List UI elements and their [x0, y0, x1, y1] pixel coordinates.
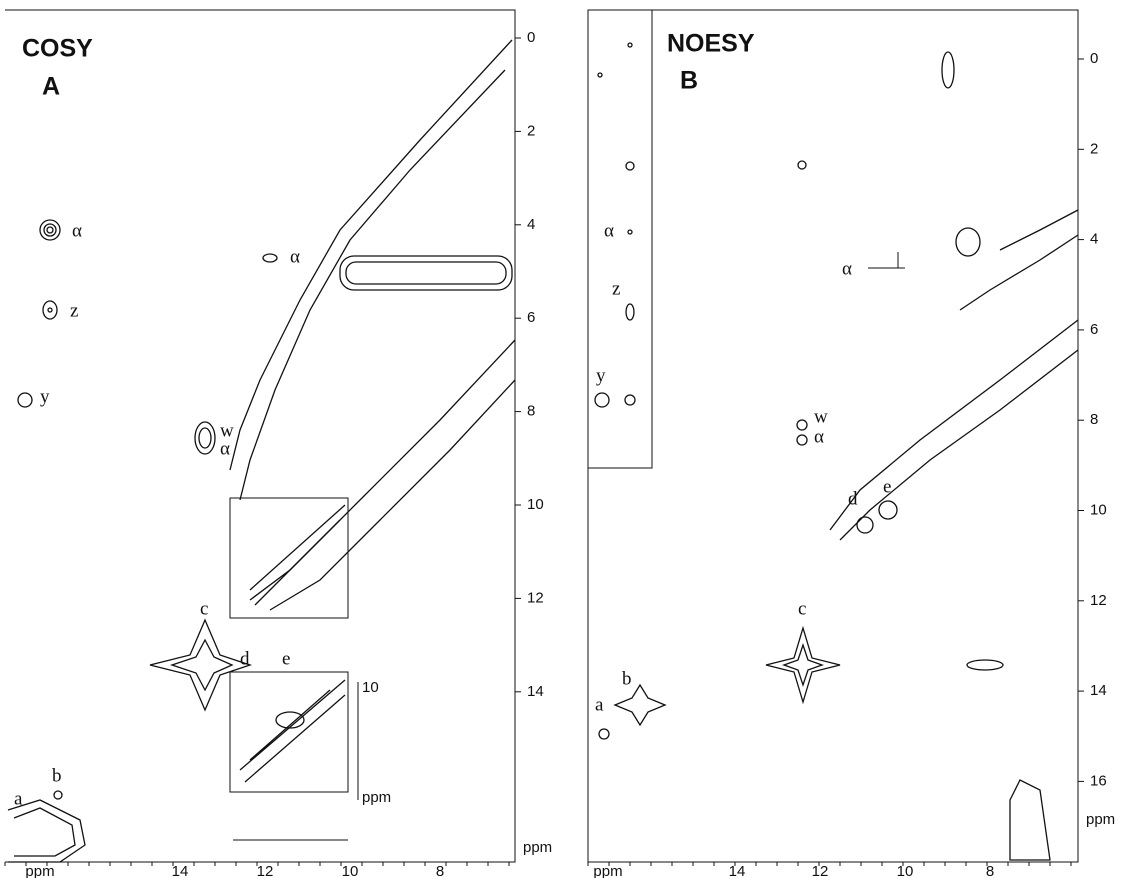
- band: [339, 255, 513, 291]
- diagonal: [839, 349, 1079, 541]
- y-unit: ppm: [523, 839, 552, 856]
- peak-label: z: [70, 300, 78, 321]
- inset-label: d: [240, 648, 250, 669]
- x-tick-label: 12: [257, 863, 274, 878]
- peak-label: a: [14, 788, 23, 809]
- peak-label: y: [596, 365, 606, 386]
- peak-label: a: [595, 694, 604, 715]
- panel-title: NOESY: [667, 30, 755, 58]
- peak-label: w: [814, 406, 828, 427]
- noesy-panel: NOESY B α z y w α α c b a d e: [587, 9, 1079, 863]
- y-tick-label: 14: [1090, 682, 1107, 699]
- peak-label: c: [200, 598, 208, 619]
- panel-letter: B: [680, 67, 698, 95]
- y-tick-label: 4: [1090, 231, 1098, 248]
- peak-label: α: [220, 438, 230, 459]
- y-tick-label: 14: [527, 683, 544, 700]
- x-tick-label: 14: [172, 863, 189, 878]
- y-tick-label: 12: [1090, 592, 1107, 609]
- y-tick-label: 0: [1090, 50, 1098, 67]
- y-unit: ppm: [1086, 811, 1115, 828]
- peak-label: y: [40, 386, 50, 407]
- peak-label: w: [220, 420, 234, 441]
- peak-label: α: [290, 246, 300, 267]
- peak-label: α: [814, 426, 824, 447]
- x-unit: ppm: [25, 863, 54, 878]
- contours: [594, 42, 1079, 861]
- x-tick-label: 8: [986, 863, 994, 878]
- x-tick-label: 10: [897, 863, 914, 878]
- panel-title: COSY: [22, 35, 93, 63]
- peak-label: c: [798, 598, 806, 619]
- y-tick-label: 2: [527, 122, 535, 139]
- contours: [7, 39, 516, 863]
- peak-label: α: [842, 258, 852, 279]
- diagonal: [249, 339, 516, 601]
- y-tick-label: 12: [527, 589, 544, 606]
- y-tick-label: 4: [527, 216, 535, 233]
- peak-label: e: [883, 476, 891, 497]
- y-tick-label: 8: [1090, 411, 1098, 428]
- x-tick-label: 10: [342, 863, 359, 878]
- frame: [5, 9, 516, 863]
- frame: [587, 9, 1079, 863]
- peak-label: b: [52, 765, 62, 786]
- cosy-panel: COSY A α z y w α α c b a d e 10 ppm: [5, 9, 516, 863]
- inset-box: [587, 9, 653, 469]
- y-tick-label: 6: [1090, 321, 1098, 338]
- x-unit: ppm: [593, 863, 622, 878]
- diagonal: [829, 319, 1079, 531]
- diagonal: [269, 379, 516, 611]
- x-tick-label: 12: [812, 863, 829, 878]
- y-tick-label: 10: [1090, 501, 1107, 518]
- y-tick-label: 0: [527, 29, 535, 46]
- diagonal: [229, 39, 513, 471]
- peak-label: d: [848, 488, 858, 509]
- peak-label: b: [622, 668, 632, 689]
- x-tick-label: 8: [436, 863, 444, 878]
- y-tick-label: 2: [1090, 140, 1098, 157]
- inset-unit: ppm: [362, 789, 391, 806]
- peak-label: z: [612, 278, 620, 299]
- peak-label: α: [604, 220, 614, 241]
- inset-label: e: [282, 648, 290, 669]
- diagonal: [239, 69, 506, 501]
- y-tick-label: 16: [1090, 772, 1107, 789]
- x-tick-label: 14: [729, 863, 746, 878]
- y-tick-label: 8: [527, 403, 535, 420]
- peak-label: α: [72, 220, 82, 241]
- band: [345, 261, 507, 285]
- y-tick-label: 6: [527, 309, 535, 326]
- inset-tick: 10: [362, 679, 379, 696]
- y-tick-label: 10: [527, 496, 544, 513]
- panel-letter: A: [42, 73, 60, 101]
